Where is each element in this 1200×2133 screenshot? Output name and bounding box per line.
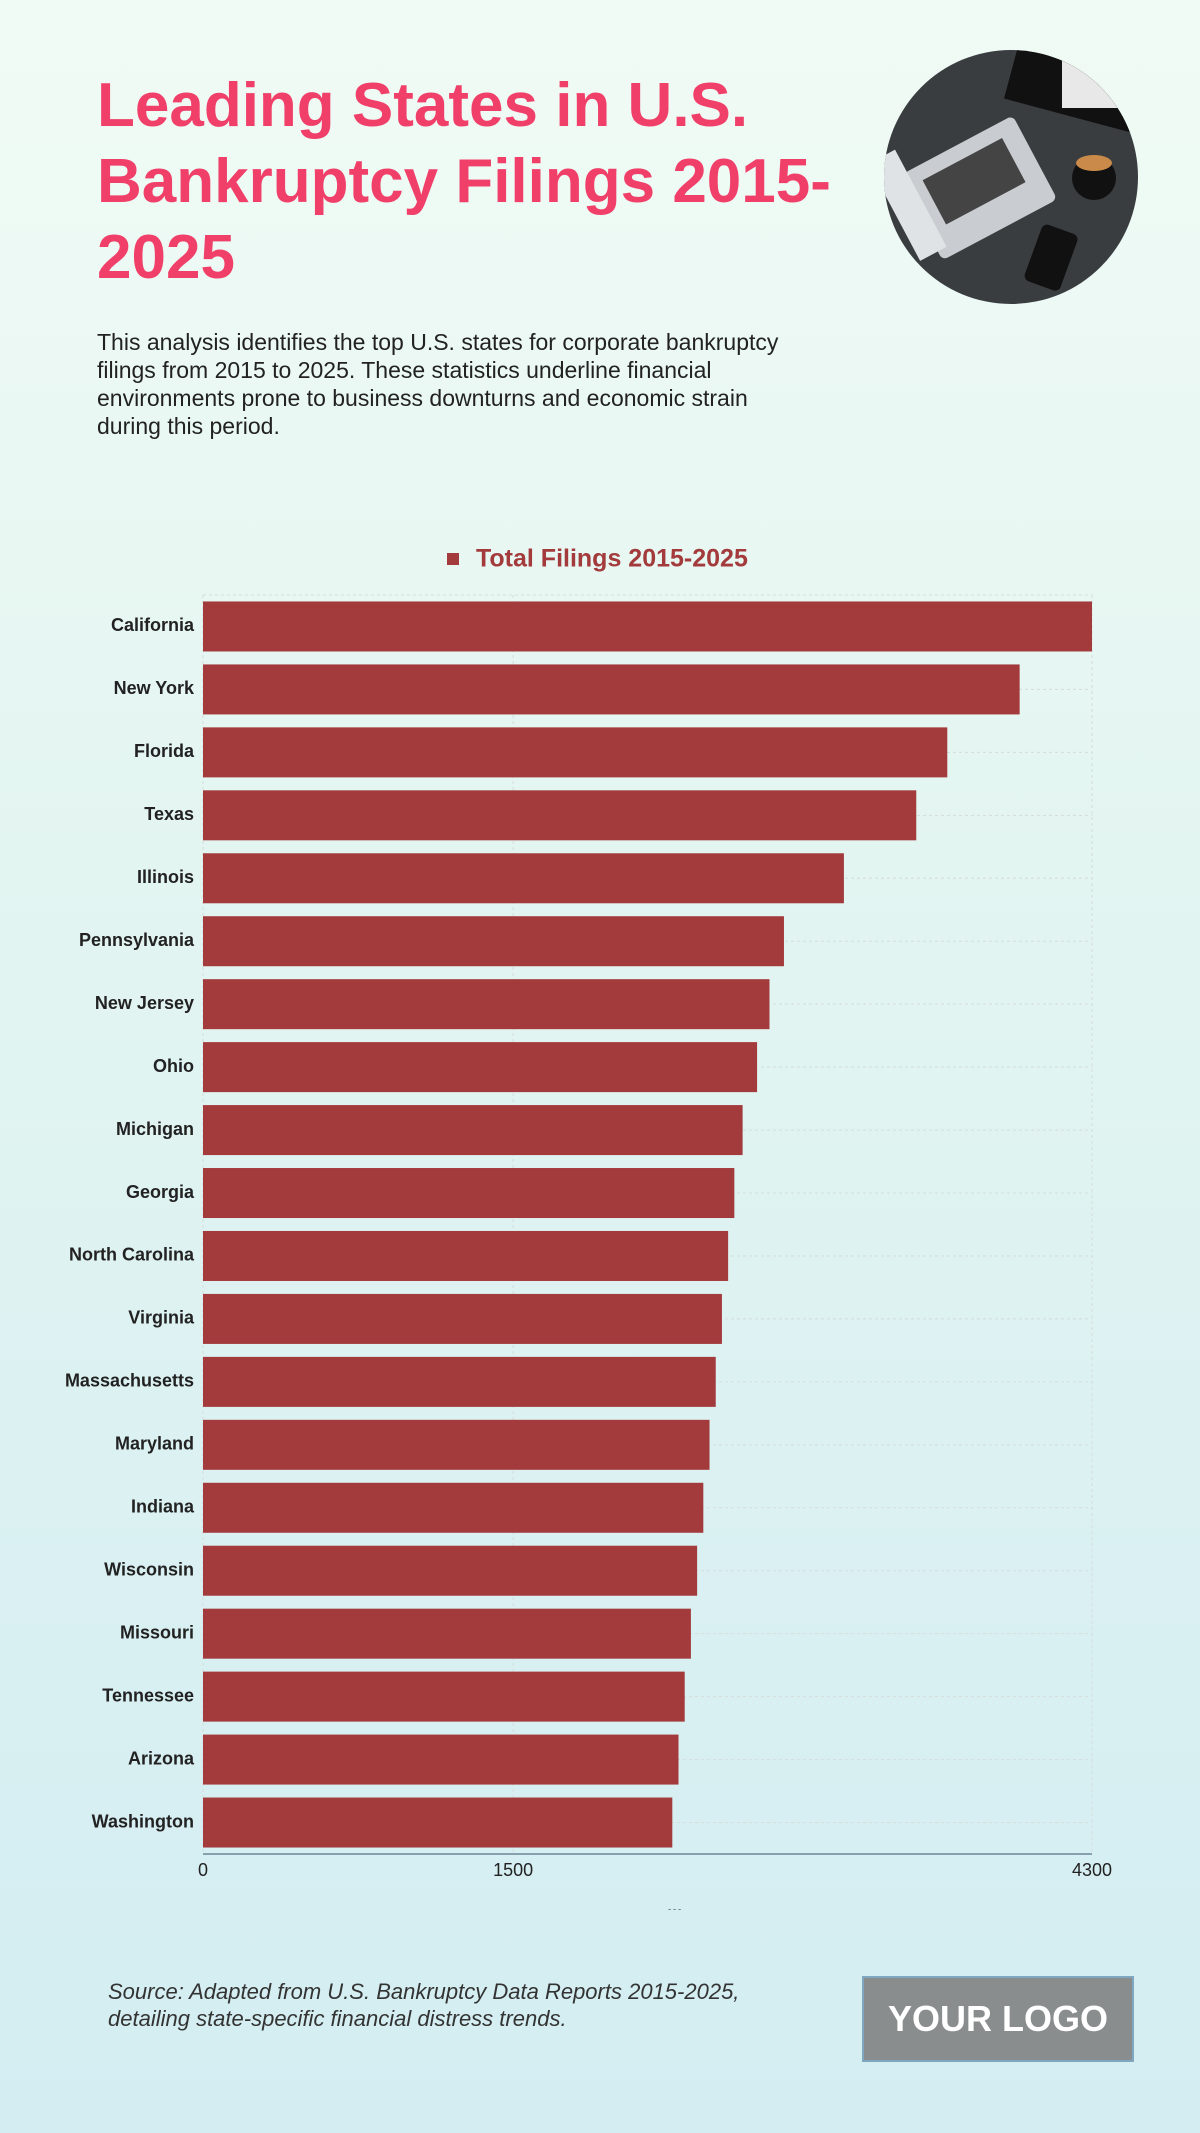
photo xyxy=(884,50,1138,304)
y-tick-label: North Carolina xyxy=(69,1245,195,1265)
description: This analysis identifies the top U.S. st… xyxy=(97,329,779,439)
bar xyxy=(203,1797,673,1848)
y-tick-label: Wisconsin xyxy=(104,1559,194,1579)
y-tick-label: Virginia xyxy=(128,1308,195,1328)
x-tick-label: 1500 xyxy=(493,1860,533,1880)
y-tick-label: Tennessee xyxy=(102,1685,194,1705)
y-tick-label: Maryland xyxy=(115,1434,194,1454)
bar xyxy=(203,979,770,1030)
x-tick-label: 4300 xyxy=(1072,1860,1112,1880)
bar xyxy=(203,1356,716,1407)
bar xyxy=(203,1293,722,1344)
bar xyxy=(203,664,1020,715)
bar xyxy=(203,1168,735,1219)
bar xyxy=(203,1230,729,1281)
legend-swatch xyxy=(447,553,459,565)
chart: Total Filings 2015-2025 0 1500 4300 Californ… xyxy=(65,545,1112,1910)
bar xyxy=(203,1105,743,1156)
bar xyxy=(203,727,948,778)
y-tick-label: Massachusetts xyxy=(65,1371,194,1391)
y-tick-label: Ohio xyxy=(153,1056,194,1076)
bar xyxy=(203,601,1092,652)
y-tick-label: Michigan xyxy=(116,1119,194,1139)
y-tick-label: Indiana xyxy=(131,1497,195,1517)
bar xyxy=(203,853,844,904)
y-tick-label: Washington xyxy=(92,1811,194,1831)
y-tick-label: Arizona xyxy=(128,1748,195,1768)
bar xyxy=(203,1734,679,1785)
source-note: Source: Adapted from U.S. Bankruptcy Dat… xyxy=(108,1979,740,2031)
bar xyxy=(203,916,784,967)
y-tick-label: New York xyxy=(114,678,195,698)
bar xyxy=(203,790,917,841)
y-tick-label: Texas xyxy=(144,804,194,824)
title: Leading States in U.S. Bankruptcy Filing… xyxy=(97,71,831,292)
y-tick-label: Illinois xyxy=(137,867,194,887)
logo: YOUR LOGO xyxy=(862,1976,1134,2062)
bar xyxy=(203,1042,758,1093)
bar xyxy=(203,1482,704,1533)
bar xyxy=(203,1419,710,1470)
x-axis-title: Average Filings xyxy=(581,1907,714,1910)
bar xyxy=(203,1671,685,1722)
y-tick-label: California xyxy=(111,615,195,635)
y-tick-label: Florida xyxy=(134,741,195,761)
y-tick-label: Georgia xyxy=(126,1182,195,1202)
y-tick-label: Missouri xyxy=(120,1622,194,1642)
x-tick-label: 0 xyxy=(198,1860,208,1880)
y-tick-label: New Jersey xyxy=(95,993,194,1013)
y-tick-label: Pennsylvania xyxy=(79,930,195,950)
legend-label: Total Filings 2015-2025 xyxy=(476,545,748,573)
bar xyxy=(203,1608,691,1659)
bar xyxy=(203,1545,698,1596)
